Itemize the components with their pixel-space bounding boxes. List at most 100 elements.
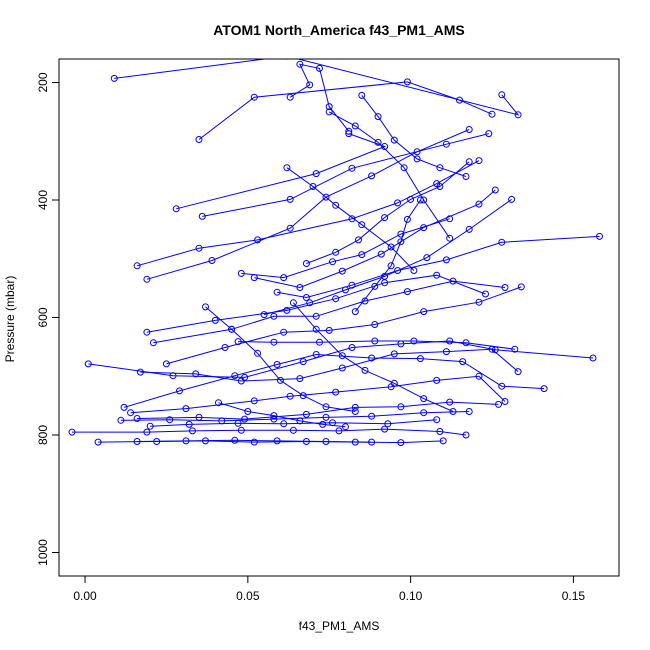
y-tick-label: 1000 (36, 539, 50, 566)
data-point-0-0 (110, 74, 118, 82)
data-point-15-5 (390, 350, 398, 358)
data-point-32-1 (332, 248, 340, 256)
data-point-11-3 (312, 312, 320, 320)
data-point-21-5 (335, 427, 343, 435)
series-line-11 (153, 280, 506, 344)
data-point-16-5 (368, 354, 376, 362)
data-point-5-4 (368, 172, 376, 180)
data-point-23-0 (133, 438, 141, 445)
data-point-16-4 (312, 351, 320, 358)
data-point-7-6 (491, 186, 499, 194)
data-point-25-0 (325, 108, 333, 116)
data-point-16-6 (416, 355, 424, 363)
data-point-18-7 (495, 400, 502, 408)
data-point-20-4 (329, 419, 336, 427)
data-point-28-0 (202, 303, 209, 311)
data-point-21-6 (381, 425, 389, 433)
data-point-13-4 (371, 321, 379, 328)
data-point-26-3 (358, 221, 366, 229)
data-point-30-5 (416, 196, 424, 204)
data-point-12-4 (410, 337, 418, 345)
data-point-0-3 (498, 91, 506, 99)
data-point-17-0 (127, 409, 135, 417)
data-point-2-0 (172, 205, 180, 213)
data-point-24-2 (296, 60, 304, 68)
data-point-7-4 (420, 224, 428, 232)
data-point-30-3 (397, 238, 405, 246)
data-point-16-2 (231, 372, 239, 380)
data-point-27-2 (338, 352, 346, 360)
data-point-18-6 (446, 398, 454, 406)
data-point-31-0 (358, 91, 366, 99)
data-point-13-1 (221, 344, 229, 351)
data-point-15-6 (442, 348, 450, 356)
data-point-11-0 (149, 339, 157, 347)
series-line-18 (137, 401, 499, 420)
series-line-29 (218, 402, 346, 428)
data-point-1-1 (250, 93, 258, 101)
data-point-21-4 (289, 426, 297, 434)
data-point-32-5 (436, 183, 444, 190)
data-point-9-4 (423, 254, 431, 262)
data-point-9-6 (508, 195, 516, 203)
data-point-24-3 (316, 64, 323, 72)
series-line-13 (166, 286, 522, 365)
data-point-1-0 (195, 136, 203, 143)
y-tick-label: 400 (36, 190, 50, 210)
data-point-30-1 (371, 282, 379, 290)
data-point-28-4 (299, 392, 307, 400)
data-point-8-0 (273, 288, 281, 296)
data-point-8-2 (348, 281, 356, 289)
data-point-31-1 (374, 113, 382, 121)
data-point-5-3 (322, 193, 330, 201)
data-point-9-2 (342, 286, 349, 294)
data-point-29-3 (296, 417, 304, 425)
data-point-12-5 (462, 339, 470, 347)
data-point-8-4 (442, 256, 450, 264)
data-point-15-2 (237, 377, 245, 385)
data-point-18-0 (133, 415, 141, 422)
data-point-29-2 (270, 412, 278, 420)
data-point-22-7 (439, 437, 447, 445)
data-point-1-2 (403, 78, 411, 86)
series-line-3 (202, 133, 489, 217)
data-point-4-3 (348, 215, 356, 223)
data-point-19-0 (117, 416, 125, 424)
series-line-32 (306, 161, 470, 264)
data-point-5-2 (286, 224, 294, 232)
data-point-6-5 (446, 215, 454, 223)
data-point-17-8 (501, 398, 509, 405)
data-point-11-6 (449, 277, 457, 285)
data-point-22-4 (302, 438, 310, 445)
data-point-21-1 (143, 428, 151, 436)
data-point-1-3 (456, 96, 463, 104)
data-point-3-4 (485, 130, 493, 138)
data-point-8-1 (302, 294, 310, 301)
data-point-9-0 (260, 311, 268, 319)
data-point-22-5 (351, 438, 359, 446)
data-point-13-0 (162, 360, 170, 368)
data-point-15-3 (296, 375, 304, 383)
data-point-16-3 (273, 361, 281, 368)
data-point-31-4 (436, 164, 444, 172)
x-axis-label: f43_PM1_AMS (299, 619, 380, 633)
data-point-20-5 (384, 420, 392, 428)
data-point-16-1 (176, 387, 183, 395)
data-point-5-5 (413, 148, 421, 156)
y-tick-label: 600 (36, 307, 50, 327)
data-point-6-4 (397, 230, 405, 238)
data-point-15-0 (136, 368, 144, 376)
data-point-13-5 (420, 308, 428, 316)
data-point-25-4 (420, 196, 428, 204)
data-point-22-3 (250, 438, 258, 446)
data-point-14-4 (348, 344, 356, 351)
data-point-4-0 (133, 262, 141, 270)
data-point-32-3 (381, 214, 389, 222)
data-point-27-3 (361, 366, 369, 374)
data-point-11-5 (403, 288, 411, 296)
data-point-11-2 (270, 312, 278, 320)
data-point-22-1 (153, 438, 161, 445)
data-point-15-8 (514, 368, 522, 376)
data-point-5-0 (143, 275, 151, 283)
data-point-23-3 (273, 437, 281, 445)
